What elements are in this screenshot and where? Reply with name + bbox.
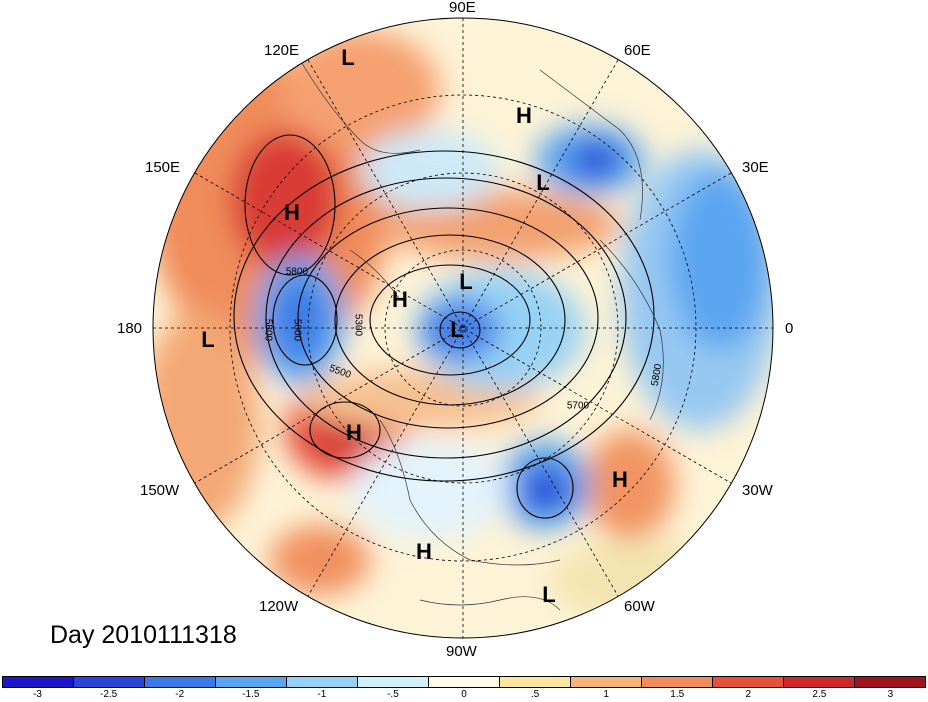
pressure-high: H bbox=[516, 103, 532, 128]
lon-label-60w: 60W bbox=[624, 598, 655, 615]
colorbar-segment bbox=[500, 677, 571, 687]
colorbar-tick-label: -1 bbox=[317, 689, 327, 700]
lon-label-150e: 150E bbox=[145, 159, 181, 176]
pressure-low: L bbox=[341, 45, 355, 70]
colorbar-tick-label: 0 bbox=[461, 689, 467, 700]
contour-label: 5600 bbox=[291, 318, 303, 342]
graticule bbox=[153, 18, 773, 638]
pressure-low: L bbox=[542, 582, 556, 607]
colorbar-segment bbox=[713, 677, 784, 687]
colorbar-tick-label: -2 bbox=[175, 689, 185, 700]
colorbar-tick-label: -2.5 bbox=[99, 689, 118, 700]
date-title: Day 2010111318 bbox=[50, 621, 237, 649]
colorbar-tick-label: -.5 bbox=[387, 689, 399, 700]
colorbar-segment bbox=[74, 677, 145, 687]
colorbar-segment bbox=[287, 677, 358, 687]
colorbar-tick-label: 1 bbox=[603, 689, 609, 700]
pressure-high: H bbox=[346, 420, 362, 445]
pressure-high: H bbox=[284, 200, 300, 225]
colorbar-tick-label: -1.5 bbox=[242, 689, 260, 700]
colorbar-segment bbox=[642, 677, 713, 687]
colorbar bbox=[2, 676, 926, 688]
colorbar-tick-label: 3 bbox=[887, 689, 894, 700]
height-contours bbox=[233, 134, 655, 519]
lon-label-120e: 120E bbox=[264, 42, 300, 59]
colorbar-segment bbox=[855, 677, 925, 687]
pressure-low: L bbox=[536, 170, 550, 195]
contour-label: 5700 bbox=[566, 400, 590, 412]
coastlines bbox=[299, 59, 664, 611]
colorbar-segment bbox=[784, 677, 855, 687]
colorbar-tick-label: 2.5 bbox=[812, 689, 827, 700]
map-boundary bbox=[152, 17, 774, 639]
colorbar-segment bbox=[145, 677, 216, 687]
colorbar-tick-label: -3 bbox=[33, 689, 42, 700]
lon-label-30e: 30E bbox=[742, 159, 769, 176]
anomaly-field bbox=[153, 30, 773, 620]
pressure-high: H bbox=[416, 539, 432, 564]
lon-label-60e: 60E bbox=[624, 42, 651, 59]
lon-label-180: 180 bbox=[117, 320, 143, 337]
pressure-low: L bbox=[201, 327, 215, 352]
contour-label: 5800 bbox=[262, 318, 274, 342]
lon-label-0: 0 bbox=[785, 320, 794, 337]
colorbar-segment bbox=[358, 677, 429, 687]
lon-label-30w: 30W bbox=[742, 482, 773, 499]
colorbar-ticks: -3 -2.5 -2 -1.5 -1 -.5 0 .5 1 1.5 2 2.5 3 bbox=[2, 689, 926, 701]
colorbar-segment bbox=[571, 677, 642, 687]
colorbar-segment bbox=[3, 677, 74, 687]
lon-label-120w: 120W bbox=[259, 598, 299, 615]
pressure-high: H bbox=[612, 467, 628, 492]
contour-label: 5800 bbox=[285, 266, 309, 278]
contour-label: 5300 bbox=[352, 313, 364, 337]
lon-label-90e: 90E bbox=[449, 0, 476, 16]
lon-label-150w: 150W bbox=[140, 482, 180, 499]
pressure-low: L bbox=[459, 269, 473, 294]
pressure-high: H bbox=[392, 287, 408, 312]
colorbar-segment bbox=[429, 677, 500, 687]
lon-label-90w: 90W bbox=[446, 643, 477, 660]
colorbar-segment bbox=[216, 677, 287, 687]
colorbar-tick-label: 1.5 bbox=[670, 689, 685, 700]
colorbar-tick-label: .5 bbox=[530, 689, 540, 700]
pressure-low: L bbox=[450, 317, 464, 342]
colorbar-tick-label: 2 bbox=[745, 689, 752, 700]
